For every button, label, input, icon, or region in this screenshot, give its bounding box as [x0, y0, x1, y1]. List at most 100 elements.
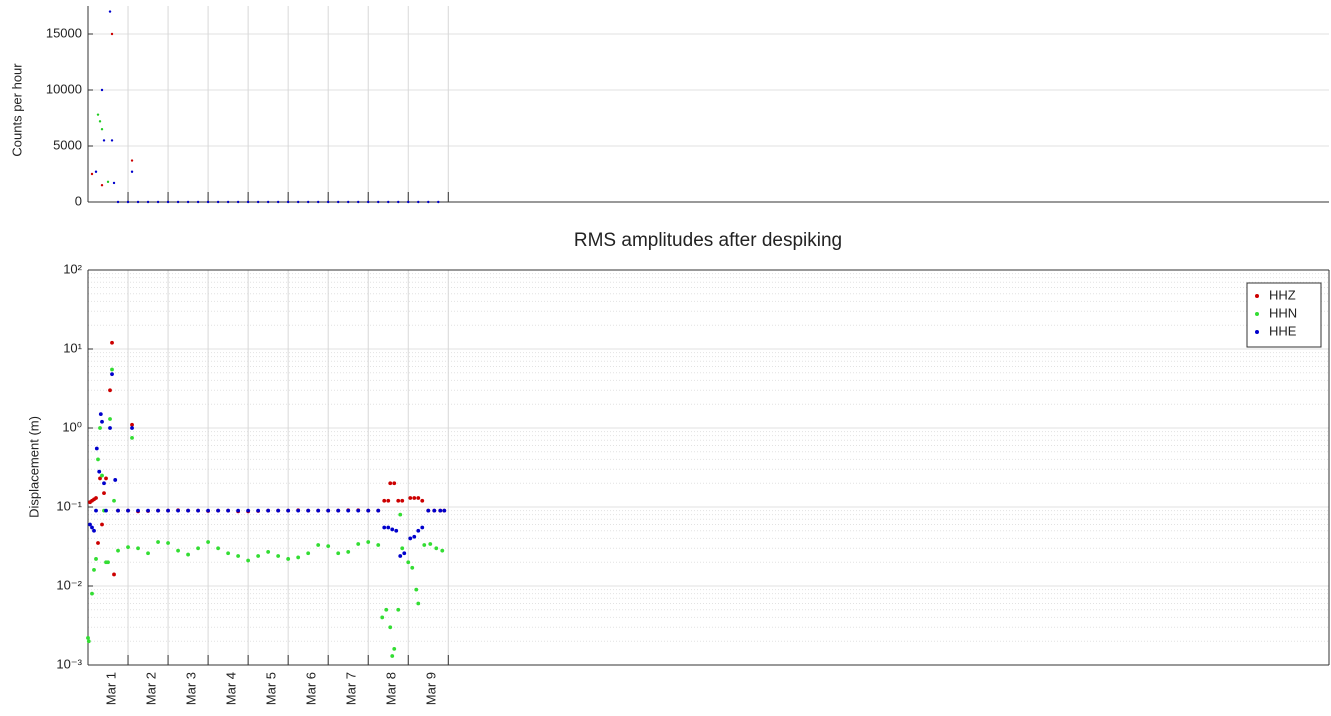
data-point: [356, 508, 361, 513]
data-point: [146, 200, 150, 204]
data-point: [376, 508, 381, 513]
data-point: [226, 551, 231, 556]
data-point: [100, 522, 104, 527]
data-point: [427, 200, 430, 204]
data-point: [102, 481, 106, 486]
data-point: [100, 88, 104, 92]
data-point: [286, 200, 290, 204]
data-point: [356, 542, 361, 546]
data-point: [440, 548, 445, 553]
legend-label: HHZ: [1269, 287, 1296, 302]
data-point: [398, 554, 403, 558]
legend-label: HHN: [1269, 305, 1297, 320]
data-point: [396, 498, 401, 503]
data-point: [410, 565, 415, 570]
data-point: [357, 200, 360, 204]
data-point: [392, 646, 397, 651]
data-point: [126, 200, 130, 204]
data-point: [136, 546, 140, 551]
data-point: [130, 422, 134, 427]
data-point: [100, 184, 104, 187]
data-point: [90, 525, 94, 530]
data-point: [336, 508, 341, 513]
data-point: [437, 200, 440, 204]
data-point: [316, 200, 320, 204]
data-point: [104, 508, 108, 513]
data-point: [346, 508, 351, 513]
data-point: [156, 200, 160, 204]
data-point: [186, 552, 190, 557]
data-point: [94, 508, 98, 513]
data-point: [130, 159, 134, 162]
data-point: [146, 508, 150, 513]
data-point: [416, 528, 421, 533]
data-point: [306, 551, 311, 556]
data-point: [367, 200, 370, 204]
data-point: [104, 476, 108, 481]
data-point: [176, 508, 180, 513]
data-point: [186, 508, 190, 513]
data-point: [100, 473, 104, 478]
data-point: [306, 508, 311, 513]
legend-label: HHE: [1269, 323, 1297, 338]
data-point: [196, 200, 200, 204]
data-point: [112, 572, 116, 577]
data-point: [96, 113, 100, 116]
data-point: [86, 639, 91, 644]
data-point: [416, 496, 421, 500]
y-tick-label: 10⁻³: [56, 656, 82, 671]
x-tick-label: Mar 9: [424, 672, 439, 705]
x-tick-label: Mar 7: [344, 672, 359, 705]
data-point: [390, 527, 395, 532]
x-tick-label: Mar 5: [264, 672, 279, 705]
data-point: [388, 481, 393, 486]
data-point: [438, 508, 443, 513]
data-point: [108, 388, 112, 393]
data-point: [432, 508, 437, 513]
x-tick-label: Mar 2: [143, 672, 158, 705]
data-point: [116, 548, 120, 553]
data-point: [186, 200, 190, 204]
data-point: [286, 508, 291, 513]
data-point: [256, 554, 261, 558]
data-point: [112, 181, 116, 185]
data-point: [236, 200, 240, 204]
data-point: [130, 426, 134, 430]
data-point: [382, 525, 387, 530]
data-point: [386, 498, 391, 503]
data-point: [296, 555, 301, 560]
data-point: [108, 417, 112, 421]
data-point: [126, 508, 130, 513]
data-point: [130, 170, 134, 173]
data-point: [286, 557, 291, 561]
data-point: [366, 540, 371, 544]
data-point: [90, 591, 94, 596]
data-point: [392, 481, 397, 486]
y-axis-label: Counts per hour: [9, 63, 24, 157]
data-point: [400, 546, 405, 551]
data-point: [394, 528, 399, 533]
data-point: [400, 498, 405, 503]
data-point: [256, 508, 261, 513]
data-point: [166, 541, 170, 545]
data-point: [412, 496, 417, 500]
data-point: [226, 200, 230, 204]
data-point: [380, 615, 385, 620]
data-point: [106, 180, 110, 184]
data-point: [337, 200, 340, 204]
y-tick-label: 10¹: [63, 340, 82, 355]
data-point: [408, 496, 413, 500]
data-point: [428, 542, 433, 546]
data-point: [434, 546, 439, 551]
data-point: [196, 546, 200, 551]
data-point: [326, 544, 331, 548]
legend-marker: [1255, 312, 1259, 316]
data-point: [108, 426, 112, 430]
data-point: [412, 534, 417, 539]
data-point: [216, 200, 220, 204]
data-point: [166, 508, 170, 513]
data-point: [110, 340, 114, 345]
data-point: [97, 469, 102, 474]
data-point: [96, 457, 100, 462]
data-point: [276, 508, 281, 513]
